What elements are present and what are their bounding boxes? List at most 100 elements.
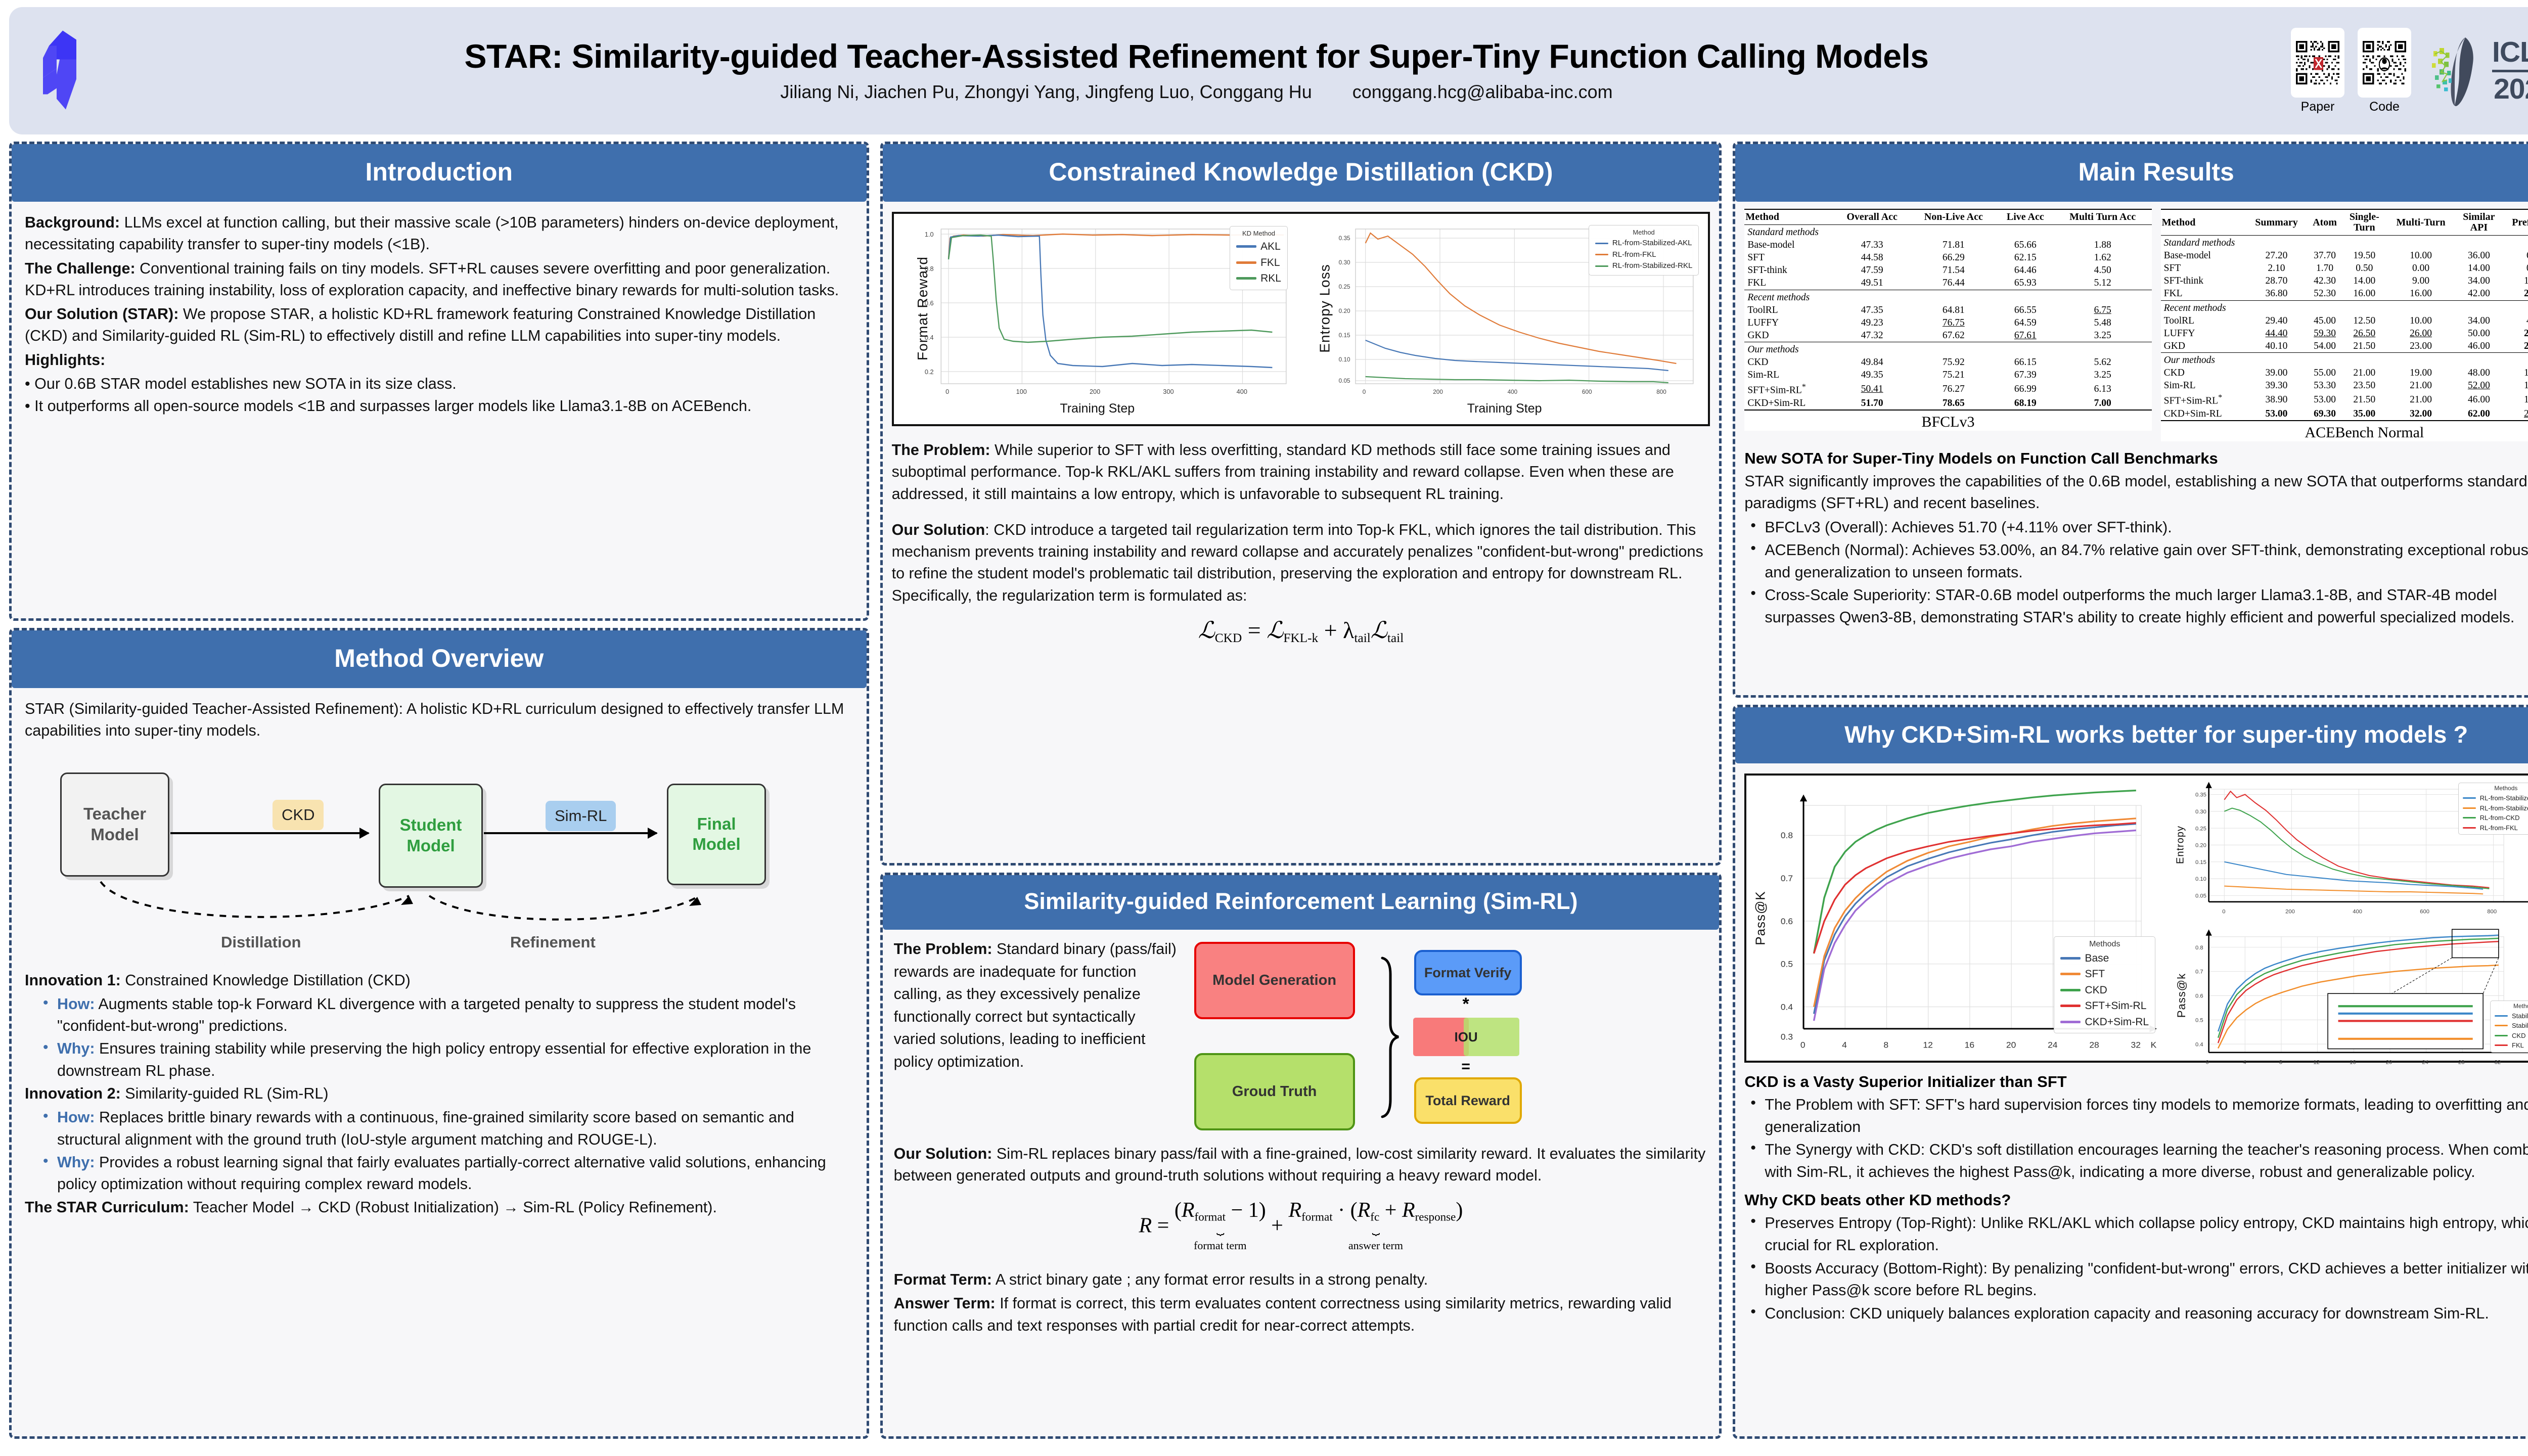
table-cell-value: 65.93 <box>2014 278 2037 288</box>
header-text-block: STAR: Similarity-guided Teacher-Assisted… <box>102 39 2291 102</box>
svg-text:0.35: 0.35 <box>2195 792 2206 798</box>
list-item: The Synergy with CKD: CKD's soft distill… <box>1744 1138 2528 1183</box>
table-row: CKD 49.84 75.92 66.15 5.62 <box>1744 356 2151 369</box>
legend-label: RL-from-FKL <box>1612 250 1656 259</box>
innovation-1-text: Constrained Knowledge Distillation (CKD) <box>120 971 411 989</box>
table-cell-value: 21.50 <box>2353 340 2376 351</box>
why-label: Why: <box>57 1040 95 1058</box>
svg-text:0.35: 0.35 <box>1339 235 1350 242</box>
svg-text:0.30: 0.30 <box>2195 809 2206 815</box>
innovation-2: Innovation 2: Similarity-guided RL (Sim-… <box>25 1083 853 1105</box>
chart-passk-methods-ylabel: Pass@K <box>1752 891 1768 945</box>
svg-text:0.4: 0.4 <box>924 334 933 341</box>
svg-text:300: 300 <box>1163 388 1173 395</box>
legend-item: RL-from-CKD <box>2462 813 2528 823</box>
table-cell-value: 50.00 <box>2467 328 2490 339</box>
results-summary: New SOTA for Super-Tiny Models on Functi… <box>1744 447 2528 629</box>
svg-text:0: 0 <box>1363 388 1366 395</box>
legend-label: FKL <box>2512 1041 2524 1049</box>
table-cell-value: 67.39 <box>2014 370 2037 380</box>
table-cell-method: SFT-think <box>2163 276 2204 286</box>
legend-swatch-fkl-passk <box>2495 1044 2508 1046</box>
svg-text:16: 16 <box>2350 1059 2356 1065</box>
qr-paper-wrap[interactable]: Paper <box>2291 27 2345 114</box>
table-cell-method: CKD <box>1747 357 1769 368</box>
simrl-terms: Format Term: A strict binary gate ; any … <box>894 1269 1708 1337</box>
table-cell-value: 3.25 <box>2094 370 2111 380</box>
simrl-problem: The Problem: Standard binary (pass/fail)… <box>894 938 1177 1073</box>
svg-text:0.15: 0.15 <box>1339 332 1350 339</box>
legend-item: RKL <box>1236 270 1281 287</box>
diagram-brace-icon <box>1381 957 1399 1118</box>
svg-text:600: 600 <box>1582 388 1592 395</box>
results-sota-text: STAR significantly improves the capabili… <box>1744 473 2527 512</box>
legend-swatch-ckd-passk <box>2495 1034 2508 1036</box>
svg-text:0.6: 0.6 <box>2195 993 2203 999</box>
qr-code-icon[interactable] <box>2358 27 2412 98</box>
innovation-2-list: How: Replaces brittle binary rewards wit… <box>40 1106 853 1195</box>
iou-green-rect <box>1463 1018 1519 1056</box>
table-cell-value: 36.00 <box>2467 250 2490 261</box>
table-cell-value: 54.00 <box>2314 340 2336 351</box>
table-cell-value: 10.00 <box>2410 250 2432 261</box>
table-cell-value: 64.81 <box>1942 304 1965 315</box>
legend-item: RL-from-FKL <box>2462 823 2528 833</box>
legend-label: RKL <box>1260 272 1281 284</box>
table-row: Sim-RL 39.30 53.30 23.50 21.00 52.00 10.00 <box>2161 380 2528 392</box>
table-header-cell: Overall Acc <box>1834 209 1910 225</box>
flow-final-line2: Model <box>692 835 741 854</box>
poster-columns: Introduction Background: LLMs excel at f… <box>9 142 2528 1439</box>
qr-paper-icon[interactable] <box>2291 27 2345 98</box>
table-cell-value: 5.12 <box>2094 278 2111 288</box>
table-group-label: Standard methods <box>2160 235 2528 250</box>
table-cell-value: 50.41 <box>1861 383 1883 394</box>
flow-final-line1: Final <box>697 814 736 833</box>
list-item: How: Augments stable top-k Forward KL di… <box>40 992 853 1037</box>
table-cell-method: CKD+Sim-RL <box>1744 397 1834 411</box>
legend-item: Stabilized-RKL <box>2495 1021 2528 1031</box>
flow-student-line1: Student <box>399 815 462 835</box>
table-cell-value: 5.48 <box>2094 317 2111 328</box>
table-header-cell: Summary <box>2246 209 2307 236</box>
table-cell-value: 29.40 <box>2265 315 2288 326</box>
table-cell-value: 66.99 <box>2014 383 2037 394</box>
table-row: SFT+Sim-RL* 38.90 53.00 21.50 21.00 46.00 18.0… <box>2161 392 2528 408</box>
list-item: ACEBench (Normal): Achieves 53.00%, an 8… <box>1744 538 2528 583</box>
flow-arrow-2-icon <box>484 827 658 839</box>
intro-challenge: The Challenge: Conventional training fai… <box>25 258 853 302</box>
chart-passk-kd: Pass@k <box>2173 926 2528 1077</box>
table-cell-value: 0.00 <box>2502 262 2528 275</box>
diagram-box-total-reward: Total Reward <box>1414 1077 1522 1124</box>
list-item: How: Replaces brittle binary rewards wit… <box>40 1106 853 1151</box>
table-row: SFT 44.58 66.29 62.15 1.62 <box>1744 252 2151 264</box>
iclr-penguin-icon <box>2432 37 2473 106</box>
legend-swatch-stabilized-rkl <box>2495 1025 2508 1027</box>
svg-text:24: 24 <box>2048 1040 2058 1050</box>
table-cell-value: 19.50 <box>2353 250 2376 261</box>
table-cell-value: 67.61 <box>2014 330 2037 341</box>
svg-text:0.6: 0.6 <box>924 299 933 307</box>
chart-passk-methods: Pass@K <box>1746 776 2173 1061</box>
intro-challenge-label: The Challenge: <box>25 259 136 277</box>
legend-label: Stabilized-RKL <box>2512 1022 2528 1029</box>
qr-code-wrap[interactable]: Code <box>2358 27 2412 114</box>
why-text-block: CKD is a Vasty Superior Initializer than… <box>1744 1071 2528 1325</box>
flow-tag-simrl: Sim-RL <box>546 800 616 831</box>
svg-text:0: 0 <box>2222 909 2225 915</box>
ckd-formula: ℒCKD = ℒFKL-k + λtailℒtail <box>1198 617 1404 646</box>
legend-item: CKD <box>2495 1031 2528 1041</box>
legend-swatch-base <box>2060 957 2081 960</box>
table-cell-value: 53.00 <box>2246 407 2307 421</box>
diagram-box-ground-truth: Groud Truth <box>1194 1053 1355 1130</box>
table-cell-value: 21.00 <box>2410 380 2432 391</box>
table-cell-method: Base-model <box>2163 250 2211 261</box>
list-item: Cross-Scale Superiority: STAR-0.6B model… <box>1744 583 2528 628</box>
table-row: Base-model 47.33 71.81 65.66 1.88 <box>1744 239 2151 252</box>
table-cell-value: 18.00 <box>2502 392 2528 408</box>
svg-text:0.7: 0.7 <box>1781 874 1793 883</box>
table-cell-value: 1.62 <box>2094 252 2111 263</box>
method-heading: Method Overview <box>12 630 867 688</box>
svg-text:0.6: 0.6 <box>1781 917 1793 926</box>
table-cell-value: 53.00 <box>2314 394 2336 405</box>
table-row: LUFFY 49.23 76.75 64.59 5.48 <box>1744 316 2151 329</box>
